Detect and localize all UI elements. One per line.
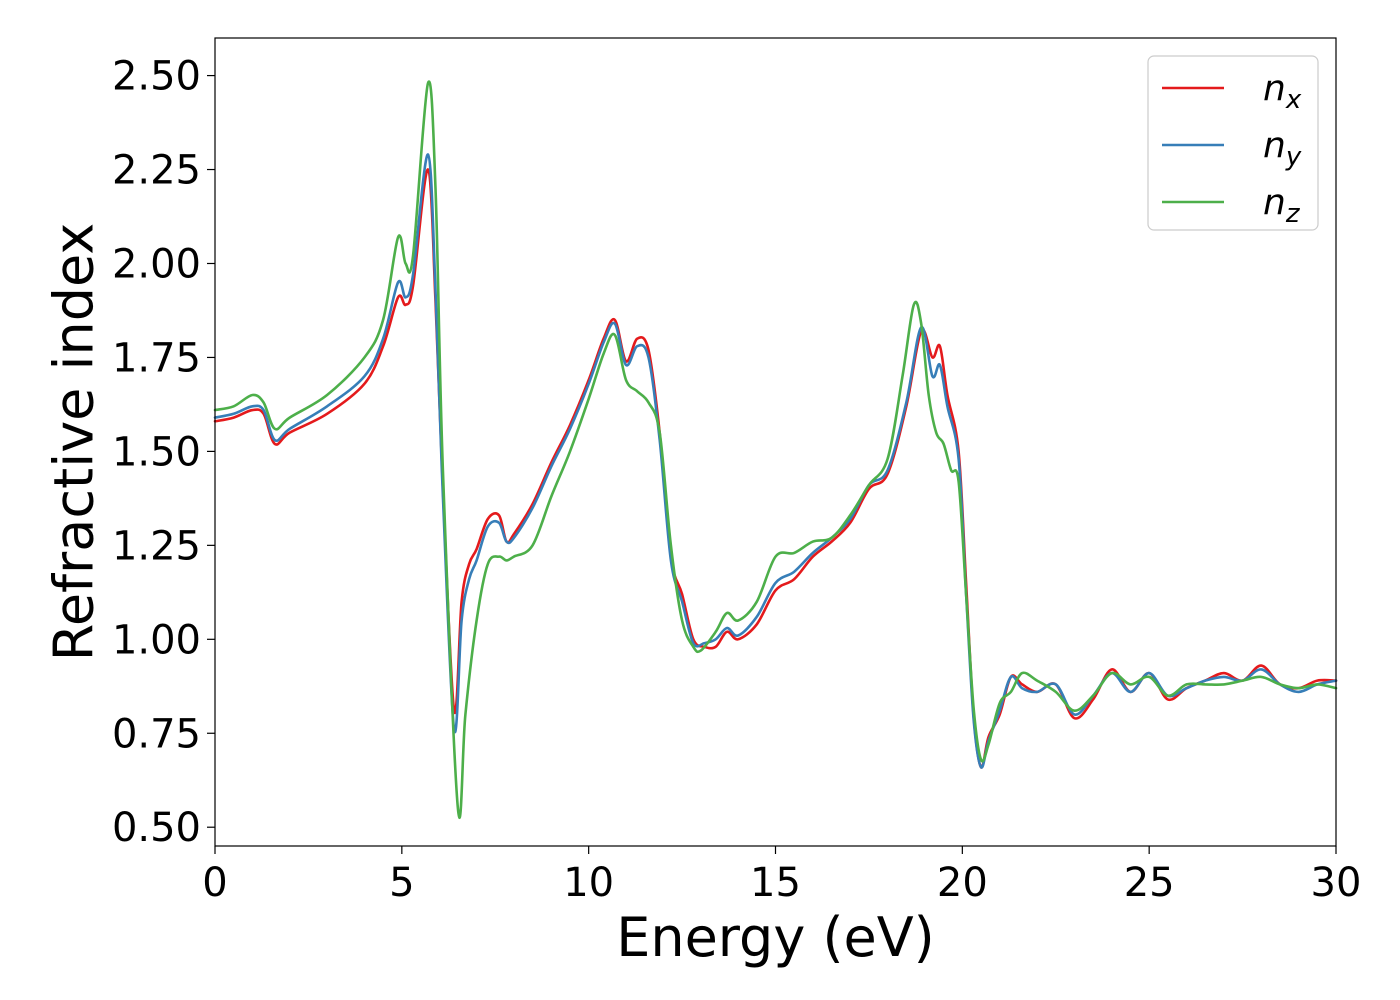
legend: nx ny nz [1147, 55, 1319, 231]
y-tick-label: 1.25 [112, 523, 201, 569]
y-tick-label: 1.50 [112, 429, 201, 475]
series-line-n-z [213, 80, 1338, 819]
x-tick-label: 25 [1124, 860, 1175, 906]
x-tick-label: 15 [750, 860, 801, 906]
x-tick-label: 20 [937, 860, 988, 906]
y-axis-label: Refractive index [43, 223, 106, 662]
y-axis: 0.50 0.75 1.00 1.25 1.50 1.75 2.00 2.25 2.50 [112, 54, 215, 851]
x-tick-label: 30 [1311, 860, 1362, 906]
legend-label-n-y: ny [1263, 125, 1302, 172]
legend-label-n-z: nz [1263, 182, 1301, 229]
x-tick-label: 0 [202, 860, 227, 906]
y-tick-label: 2.50 [112, 54, 201, 100]
legend-box [1147, 55, 1319, 231]
legend-label-n-x: nx [1263, 68, 1302, 115]
x-tick-label: 10 [563, 860, 614, 906]
x-tick-label: 5 [389, 860, 414, 906]
series-line-n-y [213, 153, 1338, 769]
series-layer [213, 80, 1338, 819]
x-axis-label: Energy (eV) [616, 906, 935, 969]
y-tick-label: 0.50 [112, 805, 201, 851]
y-tick-label: 2.25 [112, 148, 201, 194]
x-axis: 0 5 10 15 20 25 30 [202, 846, 1361, 906]
y-tick-label: 1.00 [112, 617, 201, 663]
y-tick-label: 0.75 [112, 711, 201, 757]
y-tick-label: 2.00 [112, 241, 201, 287]
y-tick-label: 1.75 [112, 335, 201, 381]
